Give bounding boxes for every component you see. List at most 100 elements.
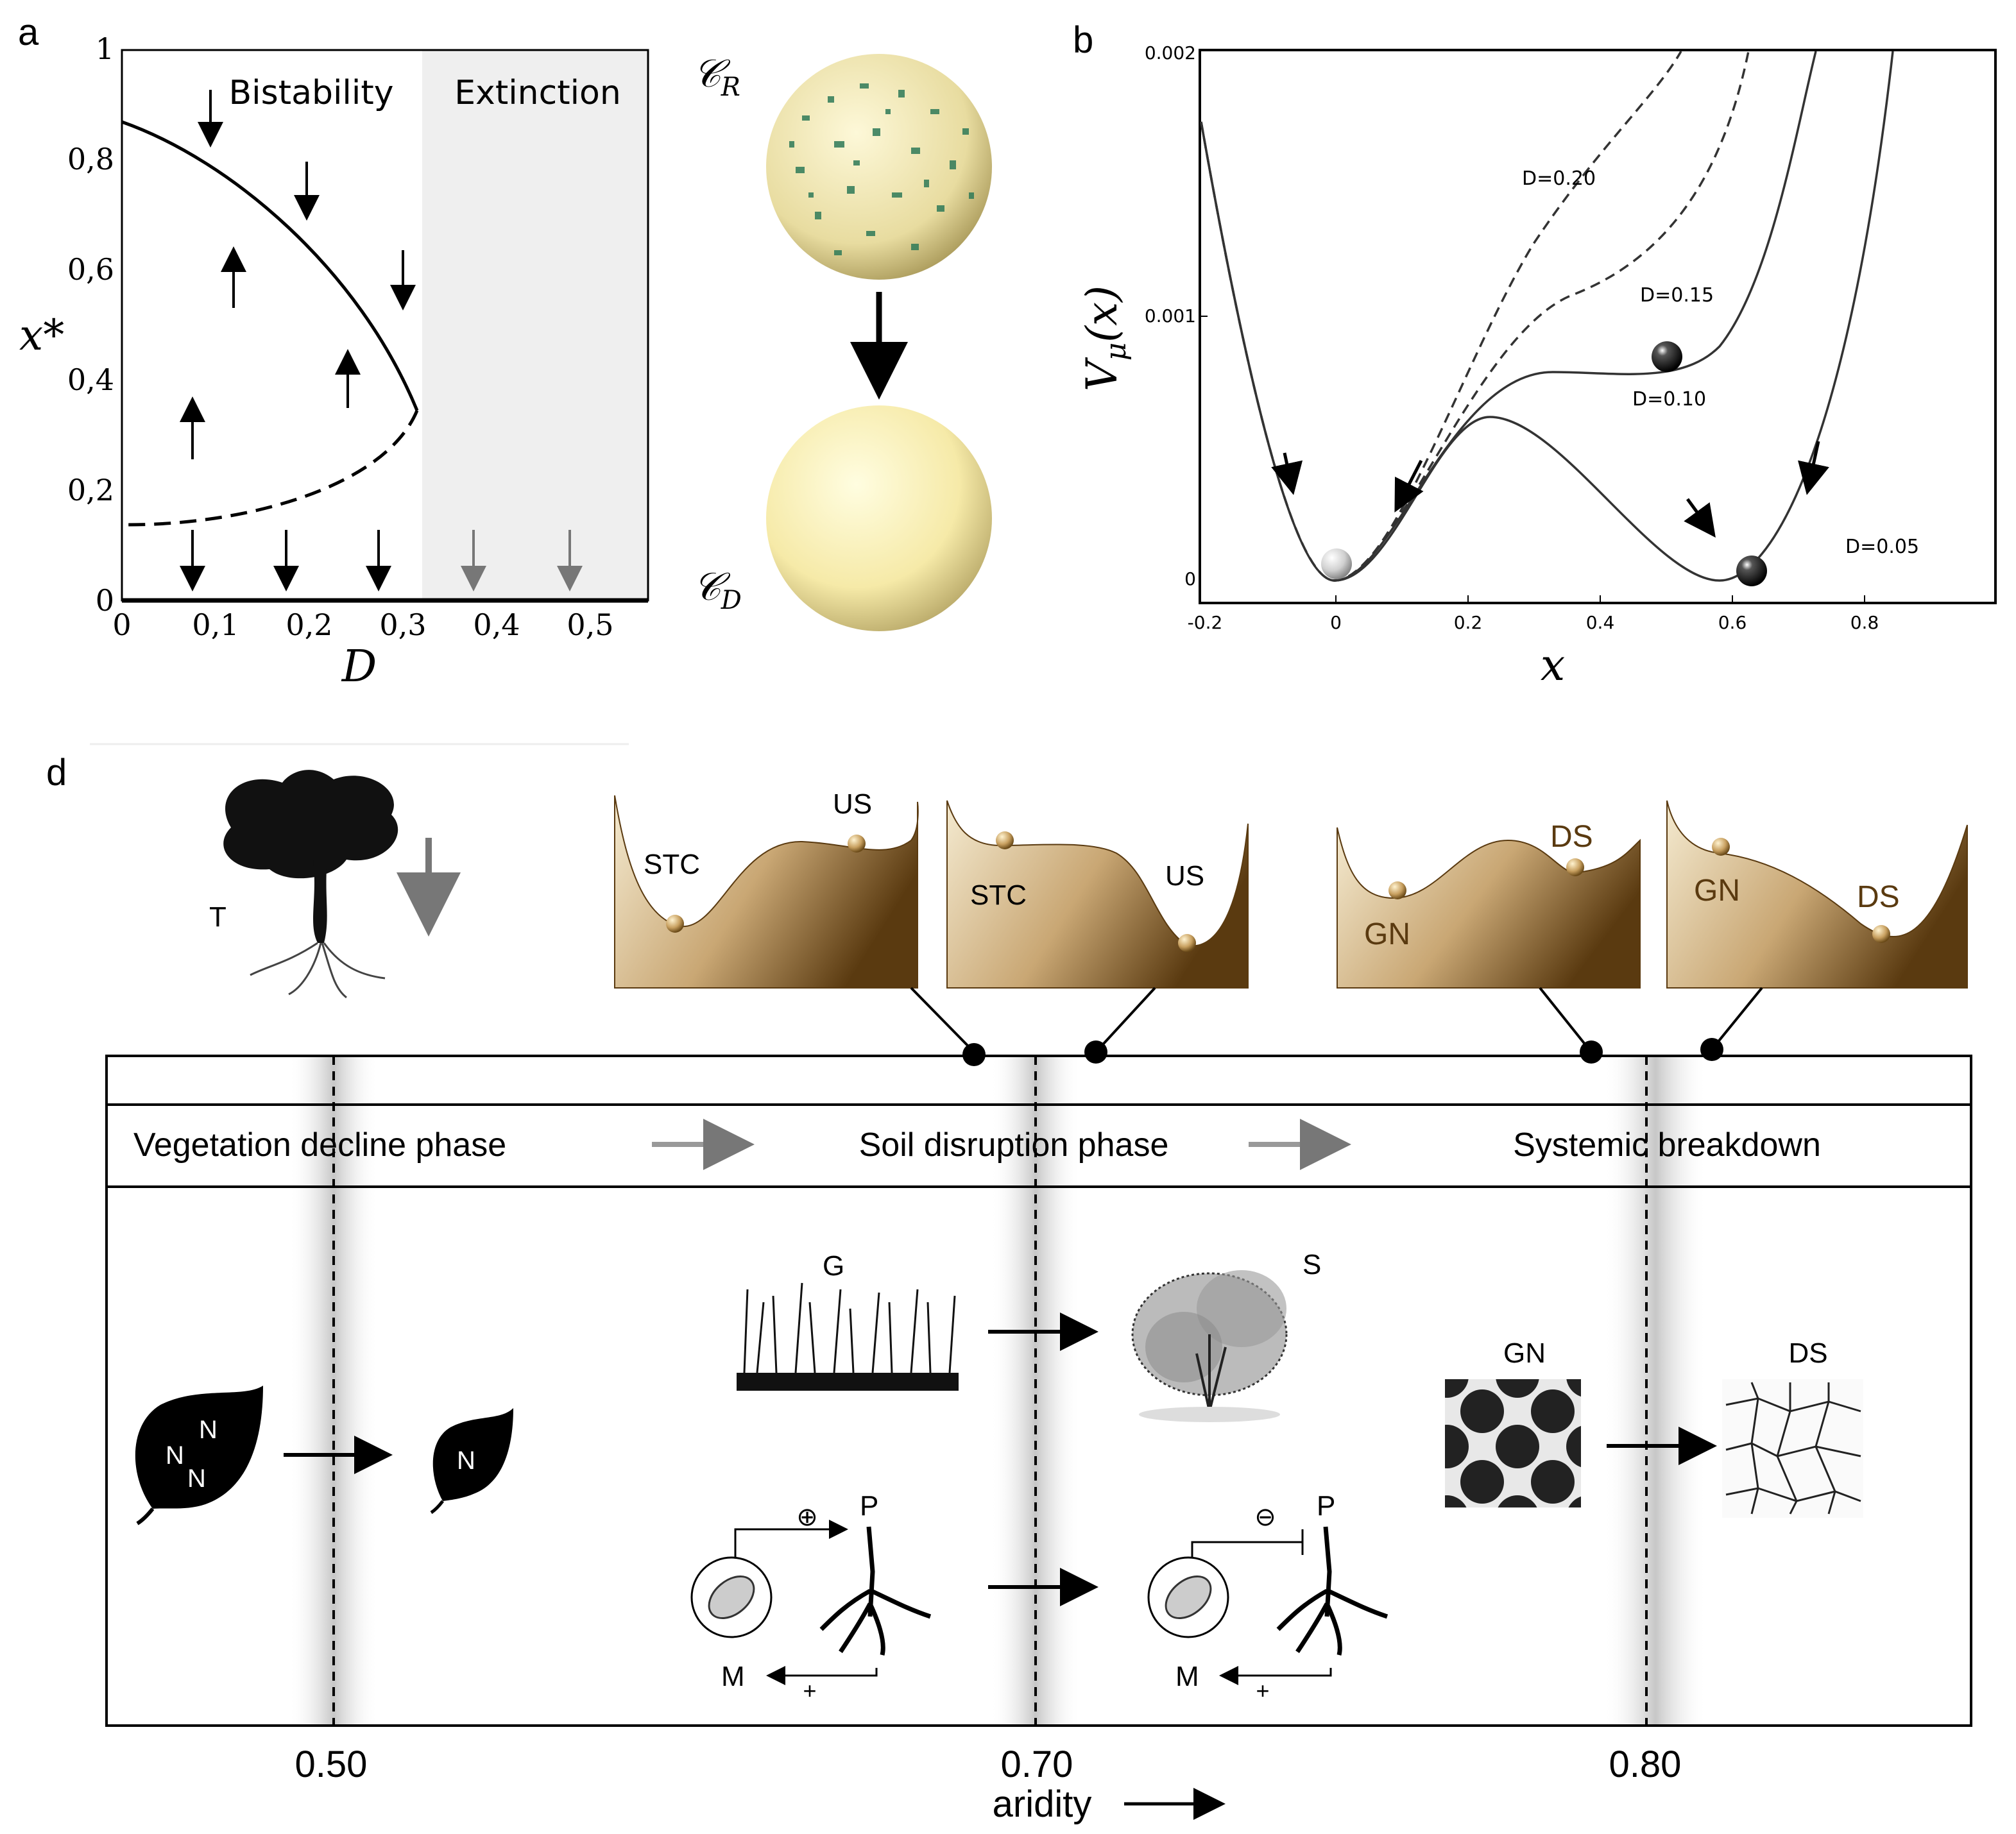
potential-curve-d020: [1200, 51, 1682, 582]
unstable-branch-curve: [121, 410, 419, 527]
plant-label: P: [860, 1490, 878, 1522]
leaf-letter: N: [457, 1447, 475, 1475]
x-tick-06: 0.6: [1718, 612, 1747, 633]
microbe-label: M: [1175, 1661, 1199, 1692]
landscape-shape: [1337, 827, 1641, 989]
y-tick-0001: 0.001: [1145, 305, 1196, 327]
grass-illustration: G: [737, 1250, 959, 1391]
panel-b-x-ticks: -0.2 0 0.2 0.4 0.6 0.8: [1188, 612, 1879, 633]
pattern-gaps: GN: [1445, 1337, 1581, 1507]
landscape-2: STC US: [946, 800, 1249, 989]
panel-label-a: a: [18, 12, 39, 53]
x-tick-05: 0,5: [567, 607, 613, 642]
threshold-label-050: 0.50: [295, 1744, 368, 1785]
x-tick-03: 0,3: [379, 607, 426, 642]
tree-icon: [223, 770, 398, 879]
ball: [1712, 838, 1730, 856]
state-label-top: 𝒞R: [693, 51, 740, 102]
leaf-icon: [135, 1386, 263, 1509]
leaf-icon: [432, 1408, 513, 1501]
aridity-label: aridity: [993, 1783, 1092, 1825]
landscape-label: GN: [1364, 917, 1410, 951]
plant-label: P: [1317, 1490, 1335, 1522]
phase-label-vegetation: Vegetation decline phase: [133, 1126, 506, 1164]
y-tick-0002: 0.002: [1145, 42, 1196, 64]
phase-label-soil: Soil disruption phase: [859, 1126, 1169, 1164]
x-tick-0: 0: [112, 607, 131, 642]
ball: [1872, 925, 1890, 943]
threshold-labels: 0.50 0.70 0.80: [295, 1744, 1682, 1785]
pattern-desert: DS: [1722, 1337, 1863, 1518]
panel-a-plot: 0 0,2 0,4 0,6 0,8 1 0 0,1 0,2 0,3 0,4 0,…: [19, 31, 649, 692]
landscape-label: STC: [970, 879, 1027, 911]
feedback-plus: +: [803, 1677, 816, 1704]
cracked-soil-image: [1722, 1379, 1863, 1518]
x-tick-08: 0.8: [1850, 612, 1879, 633]
x-tick-m02: -0.2: [1188, 612, 1223, 633]
vegetation-speckle: [789, 83, 974, 255]
landscape-4: GN DS: [1666, 800, 1968, 989]
state-label-bottom: 𝒞D: [693, 565, 742, 615]
leaf-letter: N: [199, 1416, 218, 1444]
ball: [996, 831, 1014, 849]
landscape-label: US: [1165, 860, 1204, 892]
state-transition: 𝒞R 𝒞D: [693, 51, 992, 631]
shrub-label: S: [1303, 1249, 1321, 1280]
curve-label-d020: D=0.20: [1522, 167, 1596, 190]
leaf-letter: N: [187, 1465, 206, 1493]
ball: [1178, 934, 1196, 952]
potential-curve-d010: [1200, 51, 1817, 582]
landscape-label: STC: [644, 849, 700, 880]
panel-label-d: d: [46, 752, 67, 794]
phase-box: [105, 1055, 1972, 1727]
feedback-positive: P ⊕ M +: [690, 1490, 932, 1704]
gap-pattern-image: [1445, 1379, 1581, 1507]
potential-curve-d005: [1200, 51, 1894, 582]
tree-illustration: T: [209, 770, 461, 999]
x-tick-04: 0,4: [473, 607, 520, 642]
leaf-letter: N: [166, 1441, 184, 1470]
potential-curve-d015: [1200, 51, 1750, 582]
panel-b-frame: [1199, 49, 1997, 604]
landscape-label: DS: [1857, 880, 1900, 914]
flow-arrows: [180, 90, 416, 591]
y-tick-04: 0,4: [67, 362, 114, 397]
landscape-shape: [946, 800, 1249, 989]
x-tick-01: 0,1: [192, 607, 239, 642]
grass-label: G: [823, 1250, 844, 1282]
panel-a-y-label: x*: [19, 310, 64, 360]
x-tick-02: 0.2: [1454, 612, 1483, 633]
arrow: [1798, 441, 1829, 495]
pattern-label: DS: [1788, 1337, 1827, 1369]
ball-black-metastable: [1652, 341, 1682, 372]
x-tick-0: 0: [1330, 612, 1342, 633]
panel-b-x-label: x: [1541, 640, 1565, 691]
landscape-connectors: [910, 987, 1763, 1053]
y-tick-08: 0,8: [67, 142, 114, 176]
y-tick-06: 0,6: [67, 252, 114, 287]
connector-dot: [1580, 1040, 1603, 1064]
threshold-lines: [332, 1056, 1648, 1726]
x-tick-04: 0.4: [1586, 612, 1615, 633]
arrow: [1684, 498, 1716, 538]
panel-a-y-ticks: 0 0,2 0,4 0,6 0,8 1: [67, 31, 114, 618]
tree-label: T: [209, 901, 226, 933]
curve-labels: D=0.20 D=0.15 D=0.10 D=0.05: [1522, 167, 1919, 558]
landscape-3: GN DS: [1337, 820, 1641, 989]
phase-labels: Vegetation decline phase Soil disruption…: [133, 1126, 1821, 1164]
arrow: [1394, 459, 1424, 513]
region-label-extinction: Extinction: [454, 74, 621, 112]
leaf-left: N N N: [135, 1386, 263, 1525]
panel-b-y-ticks: 0 0.001 0.002: [1145, 42, 1196, 590]
stable-branch-curve: [121, 120, 419, 411]
curve-label-d010: D=0.10: [1632, 388, 1706, 411]
connector-dot: [1084, 1040, 1107, 1064]
panel-a-x-ticks: 0 0,1 0,2 0,3 0,4 0,5: [112, 607, 613, 642]
landscape-shape: [1666, 800, 1968, 989]
region-label-bistability: Bistability: [229, 74, 394, 112]
ball: [848, 835, 866, 853]
ball-grey: [1321, 548, 1352, 579]
desert-sphere: [766, 405, 992, 631]
shrub-illustration: S: [1131, 1249, 1321, 1422]
